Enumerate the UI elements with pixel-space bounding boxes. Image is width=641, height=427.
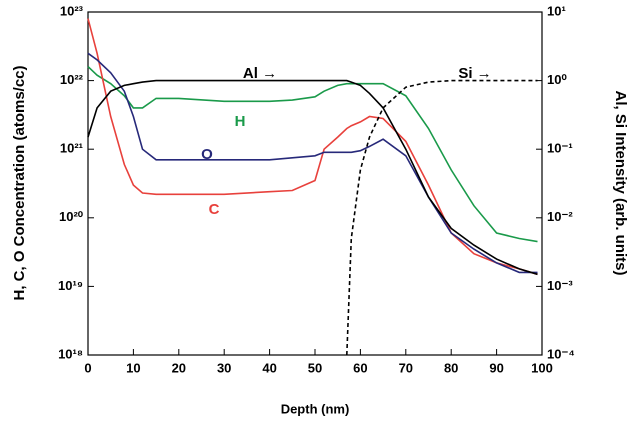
x-tick-label: 30	[217, 360, 231, 375]
x-tick-label: 70	[399, 360, 413, 375]
series-label: Al →	[243, 65, 277, 82]
series-line	[87, 79, 538, 276]
y-tick-label: 10¹⁸	[58, 346, 83, 361]
y2-tick-label: 10⁰	[547, 72, 567, 87]
series-line	[87, 66, 538, 243]
y-tick-label: 10¹⁹	[58, 278, 83, 293]
series-line	[346, 79, 538, 356]
x-tick-label: 40	[262, 360, 276, 375]
series-line	[87, 18, 538, 276]
x-tick-label: 20	[172, 360, 186, 375]
plot-frame	[87, 11, 543, 356]
y2-tick-label: 10⁻²	[547, 209, 573, 224]
y2-tick-label: 10⁻¹	[547, 141, 573, 156]
series-label: Si →	[458, 65, 491, 82]
x-tick-label: 0	[84, 360, 91, 375]
x-tick-label: 100	[531, 360, 553, 375]
y-tick-label: 10²²	[60, 72, 84, 87]
x-axis-label: Depth (nm)	[281, 401, 350, 416]
y-tick-label: 10²³	[60, 3, 84, 18]
y-tick-label: 10²¹	[60, 141, 83, 156]
y2-axis-label: Al, Si Intensity (arb. units)	[612, 90, 629, 275]
series-line	[87, 52, 538, 274]
y-axis-label: H, C, O Concentration (atoms/cc)	[11, 65, 28, 300]
series-label: O	[201, 146, 213, 163]
series-label: H	[235, 113, 246, 130]
x-tick-label: 80	[444, 360, 458, 375]
y2-tick-label: 10¹	[547, 3, 566, 18]
series-label: C	[209, 201, 220, 218]
x-tick-label: 90	[489, 360, 503, 375]
y-tick-label: 10²⁰	[59, 209, 84, 224]
x-tick-label: 10	[126, 360, 140, 375]
x-tick-label: 60	[353, 360, 367, 375]
y2-tick-label: 10⁻⁴	[547, 346, 575, 361]
x-tick-label: 50	[308, 360, 322, 375]
y2-tick-label: 10⁻³	[547, 278, 573, 293]
